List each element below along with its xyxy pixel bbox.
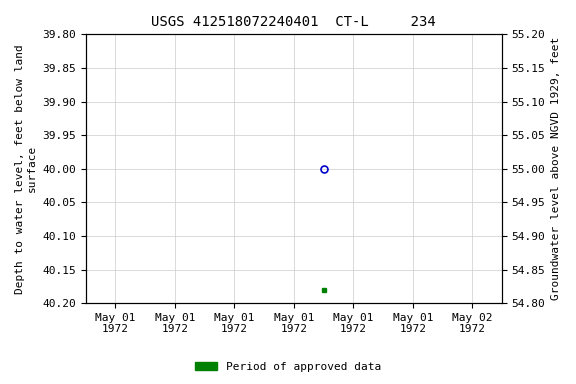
Title: USGS 412518072240401  CT-L     234: USGS 412518072240401 CT-L 234 — [151, 15, 436, 29]
Y-axis label: Depth to water level, feet below land
surface: Depth to water level, feet below land su… — [15, 44, 37, 294]
Legend: Period of approved data: Period of approved data — [191, 358, 385, 377]
Y-axis label: Groundwater level above NGVD 1929, feet: Groundwater level above NGVD 1929, feet — [551, 37, 561, 300]
